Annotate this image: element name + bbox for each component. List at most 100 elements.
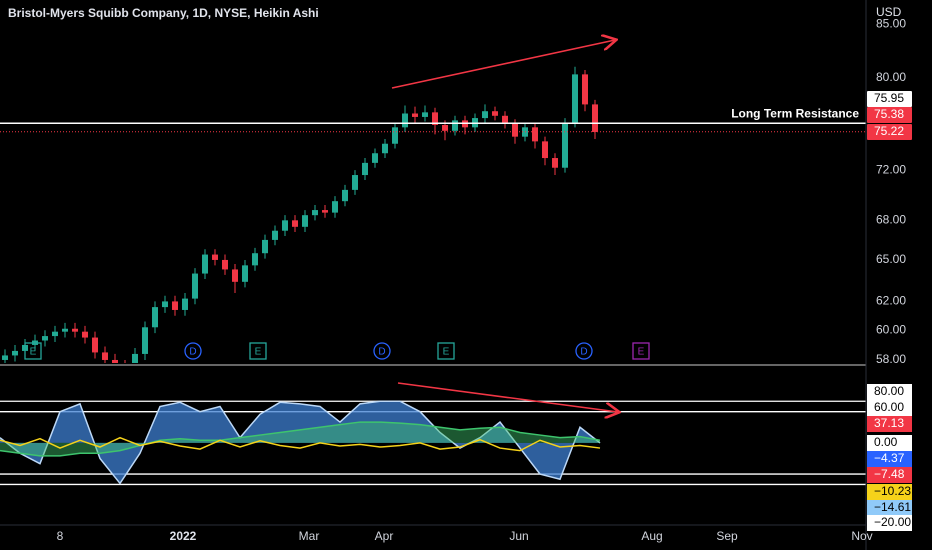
candle-body: [402, 113, 408, 128]
candle-body: [342, 189, 348, 202]
candle-body: [62, 328, 68, 332]
event-label: D: [378, 347, 385, 358]
y-tick-label: 62.00: [876, 294, 906, 308]
candle-body: [492, 111, 498, 116]
candle-body: [422, 112, 428, 117]
indicator-badge: [867, 467, 912, 483]
candle-body: [102, 352, 108, 360]
indicator-badge-label: −20.00: [874, 515, 911, 529]
indicator-badge-label: −10.23: [874, 484, 911, 498]
trend-line: [0, 421, 601, 457]
y-tick-label: 72.00: [876, 162, 906, 176]
candle-body: [202, 254, 208, 274]
price-badge-label: 75.95: [874, 91, 904, 105]
price-badge: [867, 107, 912, 123]
indicator-badge-label: −4.37: [874, 451, 905, 465]
candle-body: [502, 115, 508, 124]
axis-labels: 85.00 80.00 72.00 68.00 65.00 62.00 60.00 58.00…: [867, 17, 912, 531]
y-tick-label: 60.00: [876, 322, 906, 336]
price-badge-label: 75.38: [874, 107, 904, 121]
candle-body: [562, 122, 568, 168]
indicator-badge: [867, 384, 912, 400]
chart-title: Bristol-Myers Squibb Company, 1D, NYSE, …: [8, 6, 319, 20]
price-badge: [867, 91, 912, 107]
candle-body: [322, 210, 328, 213]
candle-body: [12, 350, 18, 356]
y-tick-label: 65.00: [876, 252, 906, 266]
event-marker: [437, 342, 455, 360]
trend-arrow: [391, 40, 615, 89]
x-tick-label: Apr: [375, 529, 394, 543]
candle-body: [452, 120, 458, 131]
candle-body: [232, 269, 238, 282]
event-label: D: [189, 347, 196, 358]
event-label: D: [580, 347, 587, 358]
indicator-badge: [867, 515, 912, 531]
candle-body: [302, 215, 308, 227]
currency: USD: [876, 5, 902, 19]
event-marker: [249, 342, 267, 360]
event-label: E: [638, 347, 645, 358]
x-tick-label: Jun: [509, 529, 528, 543]
candle-body: [192, 273, 198, 299]
indicator-badge-label: 60.00: [874, 400, 904, 414]
candle-body: [532, 127, 538, 142]
price-badge-label: 75.22: [874, 124, 904, 138]
price-pane: Long Term Resistance: [0, 66, 866, 363]
candle-body: [382, 143, 388, 154]
candle-body: [42, 336, 48, 341]
candle-body: [182, 298, 188, 310]
signal-line: [0, 436, 601, 452]
candle-body: [152, 307, 158, 328]
x-tick-label: Sep: [716, 529, 738, 543]
candle-body: [352, 175, 358, 190]
candle-body: [222, 259, 228, 270]
event-label: E: [30, 347, 37, 358]
indicator-badge-label: −14.61: [874, 500, 911, 514]
candle-body: [332, 201, 338, 213]
resistance-label: Long Term Resistance: [731, 106, 859, 120]
candle-body: [592, 104, 598, 132]
y-tick-label: 68.00: [876, 213, 906, 227]
event-marker: [575, 342, 593, 360]
candle-body: [82, 331, 88, 338]
indicator-badge: [867, 416, 912, 432]
candle-body: [72, 328, 78, 332]
price-badge: [867, 124, 912, 140]
indicator-badge-label: 37.13: [874, 416, 904, 430]
candle-body: [212, 254, 218, 260]
indicator-badge-label: −7.48: [874, 467, 905, 481]
trend-area: [0, 422, 600, 456]
x-tick-label: 2022: [170, 529, 197, 543]
candle-body: [482, 111, 488, 119]
indicator-pane: [0, 400, 866, 486]
indicator-badge-label: 80.00: [874, 384, 904, 398]
candle-body: [272, 230, 278, 240]
indicator-badge: [867, 400, 912, 416]
event-label: E: [443, 347, 450, 358]
y-tick-label: 58.00: [876, 352, 906, 366]
candle-body: [162, 301, 168, 308]
candle-body: [112, 359, 118, 363]
indicator-badge: [867, 435, 912, 451]
candle-body: [172, 301, 178, 310]
candle-body: [512, 123, 518, 137]
event-marker: [184, 342, 202, 360]
candle-body: [442, 125, 448, 131]
candle-body: [582, 74, 588, 105]
candle-body: [142, 327, 148, 354]
candle-body: [242, 265, 248, 282]
candle-body: [312, 210, 318, 216]
event-marker: [373, 342, 391, 360]
candle-body: [292, 220, 298, 227]
candle-body: [282, 220, 288, 231]
candle-body: [2, 355, 8, 360]
candle-body: [432, 112, 438, 126]
indicator-badge: [867, 484, 912, 500]
indicator-badge: [867, 500, 912, 516]
candle-body: [252, 253, 258, 266]
event-label: E: [255, 347, 262, 358]
x-tick-label: 8: [57, 529, 64, 543]
